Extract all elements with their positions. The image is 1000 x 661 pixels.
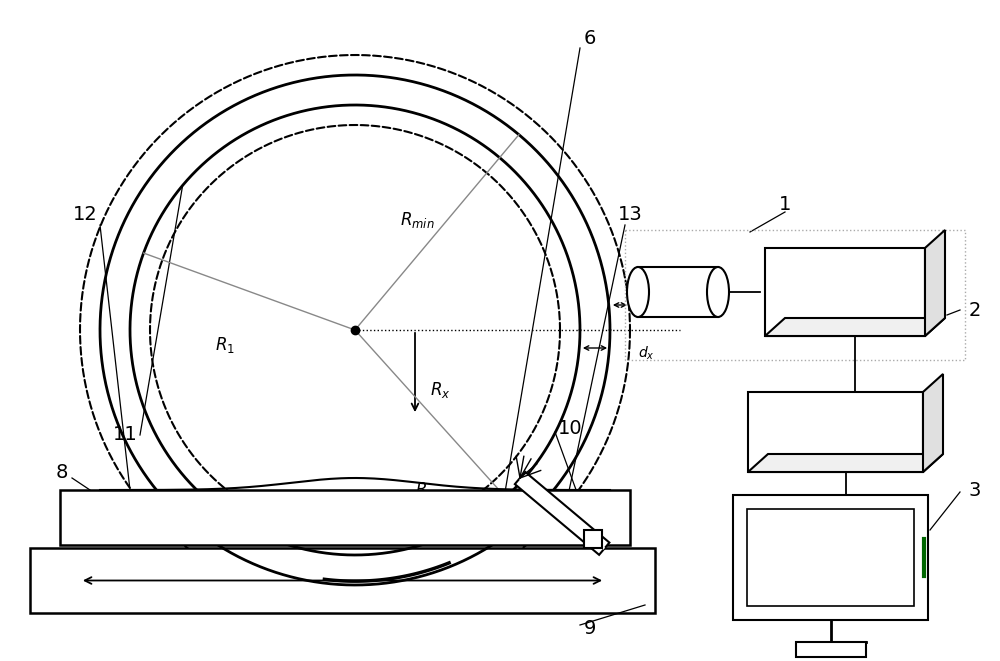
Text: $R_{min}$: $R_{min}$ (400, 210, 435, 230)
Polygon shape (748, 454, 943, 472)
Text: 2: 2 (969, 301, 981, 319)
Text: 9: 9 (584, 619, 596, 637)
Polygon shape (765, 248, 925, 336)
Polygon shape (515, 472, 609, 555)
Text: 10: 10 (558, 418, 582, 438)
FancyBboxPatch shape (584, 530, 602, 548)
Text: 13: 13 (618, 206, 642, 225)
FancyBboxPatch shape (796, 642, 866, 657)
Ellipse shape (707, 267, 729, 317)
Text: 12: 12 (73, 206, 97, 225)
Text: $R_x$: $R_x$ (430, 380, 451, 400)
Text: 6: 6 (584, 28, 596, 48)
Polygon shape (925, 230, 945, 336)
FancyBboxPatch shape (638, 267, 718, 317)
Text: $R_{max}$: $R_{max}$ (415, 480, 454, 500)
Text: 8: 8 (56, 463, 68, 481)
FancyBboxPatch shape (60, 490, 630, 545)
FancyBboxPatch shape (747, 509, 914, 606)
FancyBboxPatch shape (733, 495, 928, 620)
Text: 3: 3 (969, 481, 981, 500)
Text: $d_x$: $d_x$ (638, 344, 655, 362)
FancyBboxPatch shape (30, 548, 655, 613)
Text: d: d (638, 293, 647, 307)
Ellipse shape (627, 267, 649, 317)
Text: $R_1$: $R_1$ (215, 335, 235, 355)
Polygon shape (748, 392, 923, 472)
Polygon shape (923, 374, 943, 472)
Text: 11: 11 (113, 426, 137, 444)
Text: 1: 1 (779, 196, 791, 215)
Polygon shape (765, 318, 945, 336)
